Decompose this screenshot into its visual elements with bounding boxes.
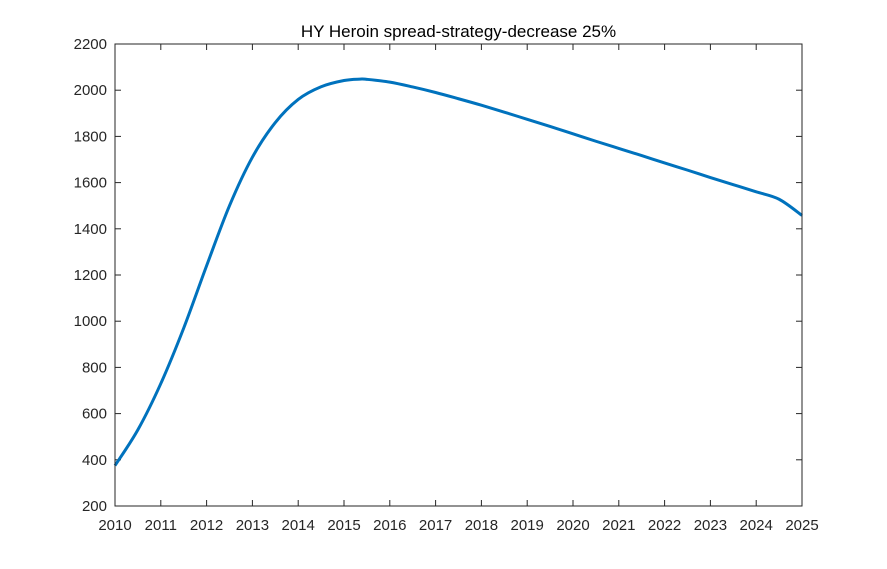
y-tick-label: 1400: [74, 221, 107, 238]
y-tick-label: 1800: [74, 128, 107, 145]
y-tick-label: 2000: [74, 82, 107, 99]
x-tick-label: 2016: [373, 517, 406, 534]
x-tick-label: 2010: [98, 517, 131, 534]
y-tick-label: 1000: [74, 313, 107, 330]
x-tick-label: 2025: [785, 517, 818, 534]
ticks-layer: 2010 2011 2012 2013 2014 2015 2016 2017 2018 2019…: [74, 36, 819, 534]
y-tick-label: 400: [82, 452, 107, 469]
series-layer: [113, 77, 803, 467]
x-tick-label: 2018: [465, 517, 498, 534]
x-tick-label: 2023: [694, 517, 727, 534]
x-tick-label: 2020: [556, 517, 589, 534]
x-tick-label: 2014: [282, 517, 315, 534]
x-tick-label: 2013: [236, 517, 269, 534]
y-tick-label: 800: [82, 359, 107, 376]
x-tick-label: 2011: [145, 517, 177, 534]
x-tick-label: 2021: [602, 517, 635, 534]
x-tick-label: 2015: [327, 517, 360, 534]
x-tick-label: 2022: [648, 517, 681, 534]
axes-box: [114, 43, 803, 507]
x-tick-label: 2024: [740, 517, 773, 534]
plot-area: [115, 44, 802, 506]
x-tick-label: 2019: [511, 517, 544, 534]
series-line-0: [113, 77, 803, 467]
y-tick-label: 200: [82, 498, 107, 515]
y-tick-label: 1600: [74, 175, 107, 192]
y-tick-label: 1200: [74, 267, 107, 284]
x-tick-label: 2017: [419, 517, 452, 534]
y-tick-label: 600: [82, 406, 107, 423]
y-tick-label: 2200: [74, 36, 107, 53]
chart-title: HY Heroin spread-strategy-decrease 25%: [301, 22, 616, 41]
x-tick-label: 2012: [190, 517, 223, 534]
